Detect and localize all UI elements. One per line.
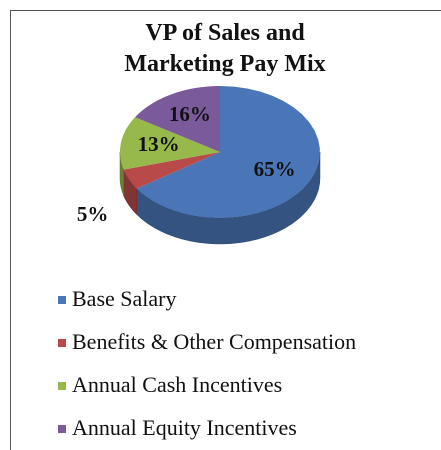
chart-frame <box>10 10 441 450</box>
data-label: 5% <box>77 202 109 226</box>
data-label: 16% <box>169 102 211 126</box>
legend-label: Benefits & Other Compensation <box>72 329 356 354</box>
slice <box>123 152 220 189</box>
legend-label: Base Salary <box>72 286 176 311</box>
slice <box>136 86 320 218</box>
legend-swatch <box>58 425 66 433</box>
legend-label: Annual Equity Incentives <box>72 415 297 440</box>
chart-title: VP of Sales and Marketing Pay Mix <box>124 20 326 77</box>
legend-swatch <box>58 296 66 304</box>
data-label: 13% <box>138 132 180 156</box>
slice-side <box>119 152 124 196</box>
legend-swatch <box>58 339 66 347</box>
legend-label: Annual Cash Incentives <box>72 372 282 397</box>
slice <box>120 117 220 170</box>
data-label: 65% <box>254 157 296 181</box>
legend-swatch <box>58 382 66 390</box>
slice <box>135 86 220 152</box>
